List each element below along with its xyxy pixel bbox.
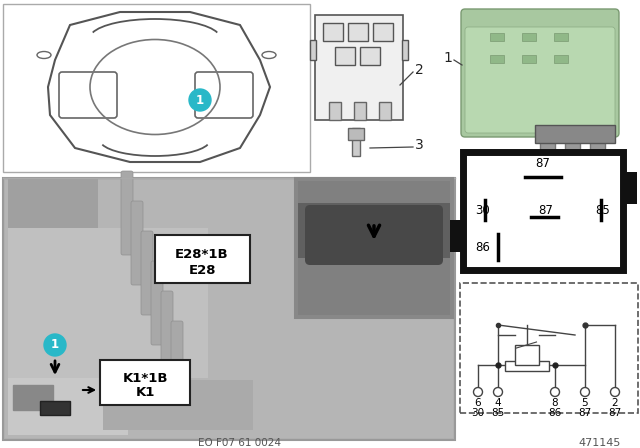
Bar	[522, 33, 536, 41]
Bar	[373, 23, 393, 41]
Text: 86: 86	[475, 241, 490, 254]
FancyBboxPatch shape	[59, 72, 117, 118]
FancyBboxPatch shape	[305, 205, 443, 265]
Ellipse shape	[262, 52, 276, 59]
Bar	[490, 33, 504, 41]
Bar	[103, 380, 253, 430]
Bar	[535, 125, 615, 143]
Bar	[522, 55, 536, 63]
Circle shape	[474, 388, 483, 396]
Bar	[323, 23, 343, 41]
Bar	[8, 355, 128, 435]
Bar	[100, 360, 190, 405]
Circle shape	[189, 89, 211, 111]
Text: K1*1B: K1*1B	[122, 371, 168, 384]
FancyBboxPatch shape	[465, 27, 615, 133]
FancyBboxPatch shape	[121, 171, 133, 255]
Bar	[348, 23, 368, 41]
Bar	[354, 102, 366, 120]
Bar	[565, 133, 580, 158]
Bar	[310, 40, 316, 60]
Bar	[379, 102, 391, 120]
Text: E28: E28	[188, 263, 216, 276]
Text: 87: 87	[536, 157, 550, 170]
Bar	[515, 345, 538, 365]
Bar	[295, 178, 453, 318]
Bar	[8, 178, 98, 238]
Bar	[298, 203, 450, 258]
Text: 4: 4	[495, 398, 501, 408]
Bar	[352, 128, 360, 156]
Text: 6: 6	[475, 398, 481, 408]
Text: E28*1B: E28*1B	[175, 249, 229, 262]
Text: 85: 85	[595, 203, 610, 216]
Text: 1: 1	[51, 339, 59, 352]
Text: 87: 87	[609, 408, 621, 418]
Bar	[590, 133, 605, 163]
Text: 2: 2	[612, 398, 618, 408]
Polygon shape	[48, 12, 270, 162]
Bar	[298, 181, 450, 315]
Text: EO F07 61 0024: EO F07 61 0024	[198, 438, 282, 448]
Circle shape	[550, 388, 559, 396]
Text: 87: 87	[579, 408, 591, 418]
Text: 3: 3	[415, 138, 424, 152]
FancyBboxPatch shape	[161, 291, 173, 375]
FancyBboxPatch shape	[131, 201, 143, 285]
Bar	[8, 228, 208, 378]
Text: 30: 30	[475, 203, 490, 216]
Text: K1: K1	[135, 385, 155, 399]
Bar	[40, 401, 70, 415]
FancyBboxPatch shape	[171, 321, 183, 405]
Circle shape	[580, 388, 589, 396]
Bar	[155, 235, 250, 283]
Text: 471145: 471145	[579, 438, 621, 448]
FancyBboxPatch shape	[141, 231, 153, 315]
Bar	[329, 102, 341, 120]
Bar	[463, 152, 623, 270]
Bar	[348, 128, 364, 140]
Bar	[554, 55, 568, 63]
Circle shape	[611, 388, 620, 396]
FancyBboxPatch shape	[195, 72, 253, 118]
Bar	[504, 361, 548, 371]
Bar	[623, 172, 637, 204]
Text: 86: 86	[548, 408, 562, 418]
Ellipse shape	[37, 52, 51, 59]
Text: 30: 30	[472, 408, 484, 418]
Text: 87: 87	[538, 203, 553, 216]
Text: 5: 5	[582, 398, 588, 408]
Bar	[3, 4, 310, 172]
Bar	[13, 385, 53, 410]
Bar	[3, 178, 455, 440]
Text: 8: 8	[552, 398, 558, 408]
Circle shape	[44, 334, 66, 356]
Circle shape	[493, 388, 502, 396]
Bar	[5, 180, 453, 438]
FancyBboxPatch shape	[151, 261, 163, 345]
Bar	[460, 283, 638, 413]
FancyBboxPatch shape	[461, 9, 619, 137]
Text: 2: 2	[415, 63, 424, 77]
Bar	[490, 55, 504, 63]
Bar	[449, 220, 463, 252]
Bar	[315, 15, 403, 120]
Bar	[540, 133, 555, 163]
Text: 85: 85	[492, 408, 504, 418]
Text: 1: 1	[443, 51, 452, 65]
Bar	[335, 47, 355, 65]
Bar	[402, 40, 408, 60]
Text: 1: 1	[196, 94, 204, 107]
Bar	[360, 47, 380, 65]
Bar	[554, 33, 568, 41]
